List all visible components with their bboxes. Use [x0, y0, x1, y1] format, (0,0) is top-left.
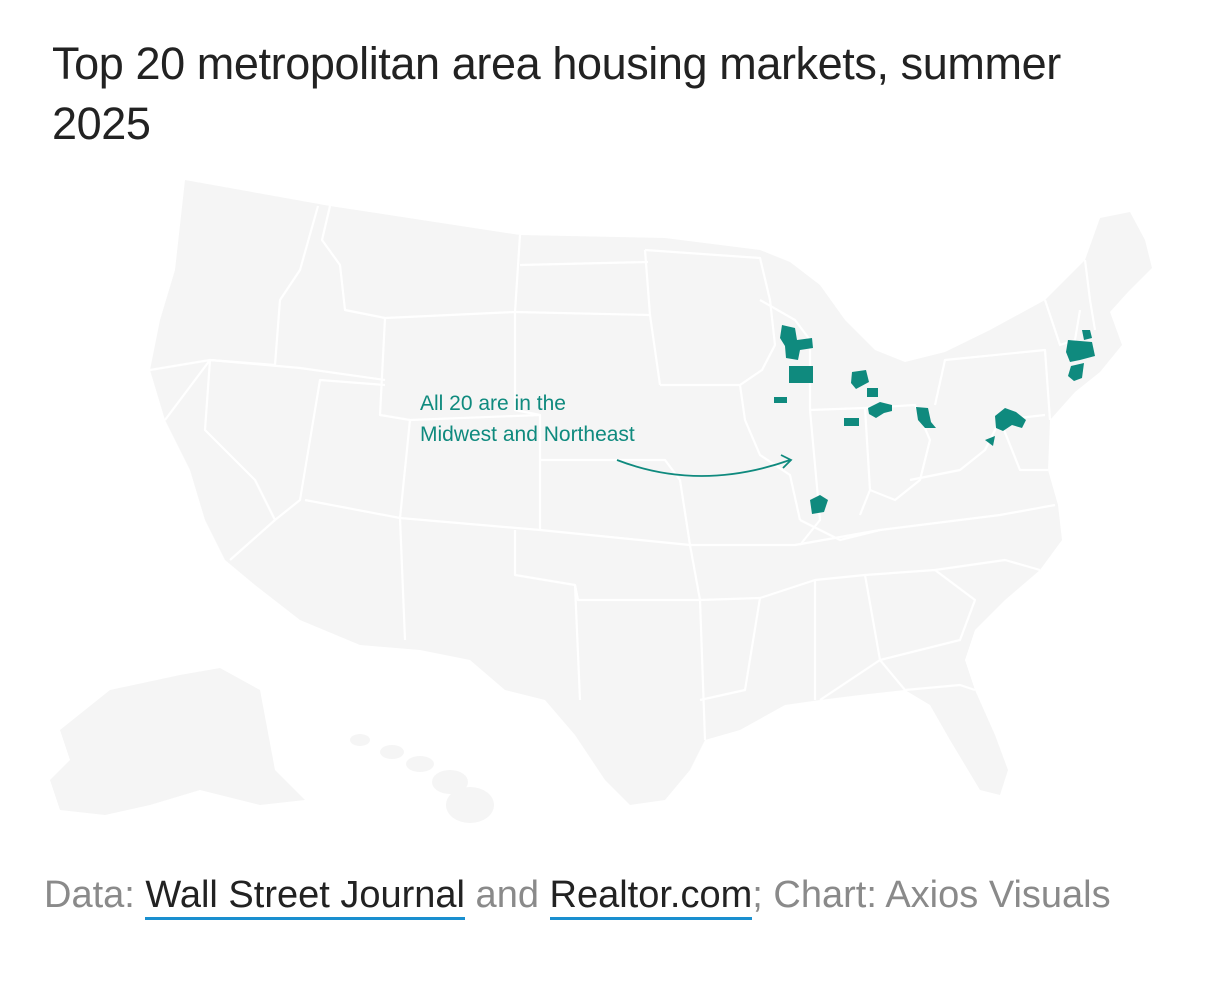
- metro-pennsylvania: [995, 408, 1026, 431]
- metro-new-england: [1066, 340, 1095, 362]
- metro-ohio-east: [916, 407, 936, 428]
- footer-joiner: and: [465, 874, 550, 916]
- source-credit: Data: Wall Street Journal and Realtor.co…: [44, 862, 1164, 928]
- metro-new-england-south: [1068, 363, 1084, 381]
- map-annotation: All 20 are in the Midwest and Northeast: [420, 388, 740, 450]
- metro-ohio-toledo: [868, 402, 892, 418]
- metro-new-england-north: [1082, 330, 1092, 340]
- hawaii-islands: [350, 734, 494, 823]
- highlighted-metros: [774, 325, 1095, 514]
- metro-indiana: [844, 418, 859, 426]
- alaska-landmass: [50, 668, 305, 815]
- metro-michigan-north: [851, 370, 869, 389]
- footer-prefix: Data:: [44, 874, 146, 916]
- wsj-link[interactable]: Wall Street Journal: [145, 874, 465, 920]
- annotation-arrowhead: [780, 454, 793, 469]
- metro-illinois-south: [810, 495, 828, 514]
- metro-pennsylvania-small: [985, 436, 995, 446]
- annotation-line-2: Midwest and Northeast: [420, 423, 635, 446]
- footer-suffix: ; Chart: Axios Visuals: [752, 874, 1111, 916]
- chart-title: Top 20 metropolitan area housing markets…: [52, 38, 1061, 149]
- annotation-arrow: [616, 459, 791, 477]
- state-borders: [149, 205, 1097, 741]
- contiguous-us-landmass: [150, 180, 1152, 805]
- realtor-link[interactable]: Realtor.com: [549, 874, 753, 920]
- annotation-line-1: All 20 are in the: [420, 392, 566, 415]
- metro-wisconsin: [780, 325, 813, 360]
- metro-wisconsin-south: [789, 366, 813, 383]
- metro-iowa: [774, 397, 787, 403]
- metro-michigan-mid: [867, 388, 878, 397]
